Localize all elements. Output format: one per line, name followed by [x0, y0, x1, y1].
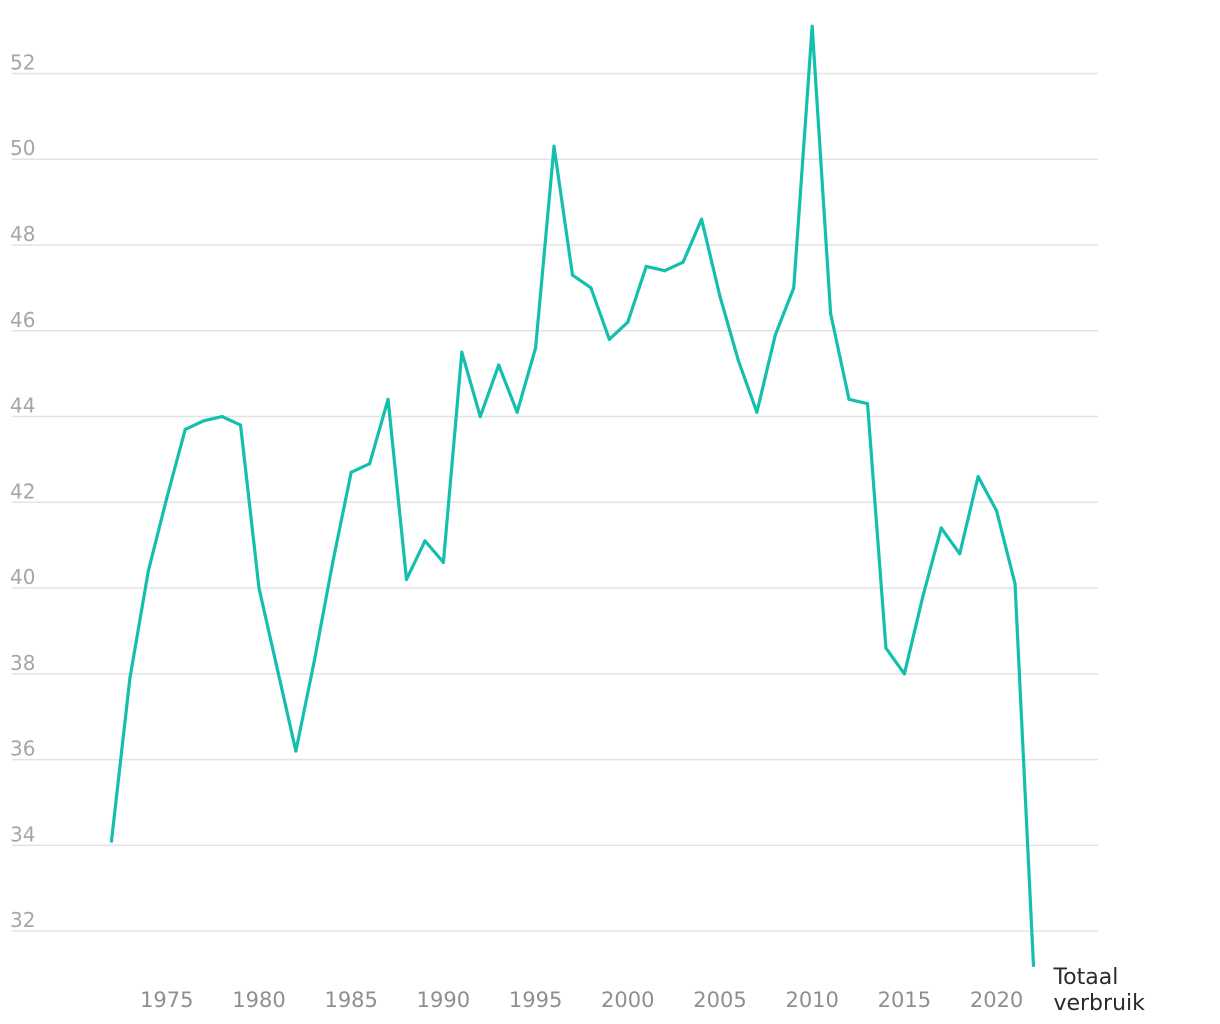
data-point-1974	[146, 569, 150, 573]
data-point-1998	[589, 286, 593, 290]
x-tick-label-1985: 1985	[324, 988, 377, 1012]
data-point-1992	[478, 414, 482, 419]
x-tick-label-1995: 1995	[509, 988, 562, 1012]
data-point-1975	[165, 496, 169, 500]
data-point-1983	[312, 659, 316, 663]
data-point-2011	[829, 312, 833, 316]
data-point-2003	[681, 260, 685, 264]
grid-lines	[12, 72, 1098, 932]
data-point-1996	[552, 144, 556, 148]
data-point-1995	[533, 346, 538, 350]
data-point-1977	[202, 419, 206, 423]
y-tick-label-36: 36	[10, 737, 35, 761]
data-point-1988	[404, 577, 409, 582]
x-axis-ticks: 1975 1980 1985 1990 1995 2000 2005 2010 2015 2020	[140, 988, 1023, 1012]
data-point-1991	[460, 350, 464, 354]
x-tick-label-2015: 2015	[878, 988, 931, 1012]
y-tick-label-50: 50	[10, 136, 35, 160]
series-label-line-1: verbruik	[1053, 991, 1145, 1016]
data-point-1999	[607, 337, 611, 341]
x-tick-label-2005: 2005	[693, 988, 746, 1012]
data-point-2022	[1031, 963, 1036, 968]
data-point-1978	[220, 414, 224, 419]
data-point-2006	[736, 359, 741, 363]
data-point-2019	[976, 474, 980, 479]
y-tick-label-52: 52	[10, 50, 35, 74]
data-point-2008	[773, 333, 777, 337]
data-point-2007	[755, 410, 759, 414]
data-point-2013	[865, 402, 870, 406]
data-point-1984	[331, 560, 335, 564]
data-point-1972	[109, 839, 114, 843]
data-point-1990	[441, 560, 445, 564]
data-point-1981	[275, 667, 280, 672]
data-point-1986	[368, 462, 372, 466]
data-point-1980	[257, 586, 261, 590]
data-point-2016	[921, 595, 925, 599]
data-point-1982	[294, 749, 298, 753]
series-label-line-0: Totaal	[1052, 965, 1118, 990]
x-tick-label-2010: 2010	[785, 988, 838, 1012]
y-tick-label-42: 42	[10, 479, 35, 503]
x-tick-label-2000: 2000	[601, 988, 654, 1012]
data-point-1993	[497, 363, 501, 367]
data-point-1987	[386, 397, 390, 401]
data-point-2002	[663, 269, 667, 273]
data-point-2009	[792, 286, 796, 290]
series-labels: Totaal verbruik	[1052, 965, 1145, 1016]
data-point-2001	[644, 264, 648, 269]
data-point-2004	[699, 217, 704, 221]
x-tick-label-1975: 1975	[140, 988, 193, 1012]
y-tick-label-44: 44	[10, 394, 35, 418]
data-point-2000	[626, 320, 630, 324]
series-points-0	[109, 24, 1036, 968]
data-point-2020	[994, 509, 999, 513]
data-point-1989	[423, 539, 427, 543]
y-tick-label-34: 34	[10, 822, 35, 846]
x-tick-label-1990: 1990	[417, 988, 470, 1012]
data-point-1985	[349, 470, 353, 474]
series-lines	[109, 24, 1036, 968]
x-tick-label-2020: 2020	[970, 988, 1023, 1012]
data-point-2010	[810, 24, 814, 28]
y-tick-label-38: 38	[10, 651, 35, 675]
data-point-2012	[847, 397, 851, 401]
data-point-2005	[718, 294, 722, 299]
data-point-1973	[128, 676, 132, 680]
y-tick-label-40: 40	[10, 565, 35, 589]
data-point-2015	[902, 672, 906, 676]
data-point-2018	[958, 552, 962, 556]
data-point-2014	[884, 646, 888, 650]
y-tick-label-46: 46	[10, 308, 35, 332]
series-label-0: Totaal verbruik	[1052, 965, 1145, 1016]
x-tick-label-1980: 1980	[232, 988, 285, 1012]
data-point-1979	[238, 423, 243, 427]
data-point-1997	[570, 273, 575, 277]
y-axis-ticks: 32 34 36 38 40 42 44 46 48 50 52	[10, 50, 35, 932]
data-point-1994	[515, 410, 519, 414]
y-tick-label-48: 48	[10, 222, 35, 246]
data-point-2021	[1013, 582, 1017, 586]
y-tick-label-32: 32	[10, 908, 35, 932]
data-point-2017	[939, 526, 943, 530]
data-point-1976	[183, 427, 187, 431]
series-line-0	[109, 24, 1036, 968]
